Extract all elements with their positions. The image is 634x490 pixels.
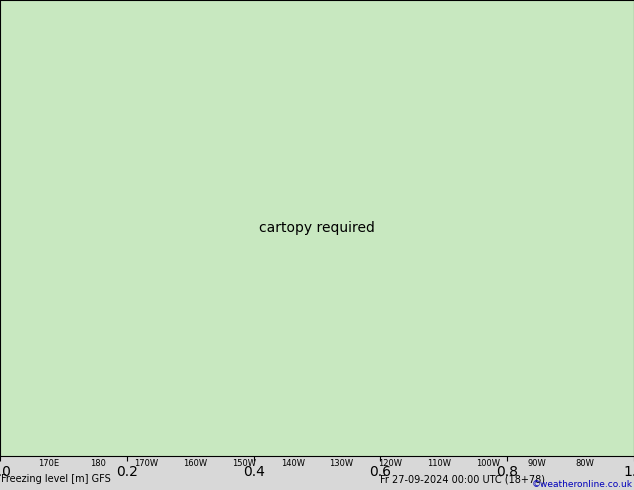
Text: 140W: 140W	[281, 459, 304, 467]
Text: 90W: 90W	[527, 459, 546, 467]
Text: 170W: 170W	[134, 459, 158, 467]
Text: 130W: 130W	[329, 459, 353, 467]
Text: 160W: 160W	[183, 459, 207, 467]
Text: 180: 180	[89, 459, 105, 467]
Text: 100W: 100W	[476, 459, 500, 467]
Text: 110W: 110W	[427, 459, 451, 467]
Text: Freezing level [m] GFS: Freezing level [m] GFS	[1, 474, 111, 484]
Text: 120W: 120W	[378, 459, 402, 467]
Text: Fr 27-09-2024 00:00 UTC (18+78): Fr 27-09-2024 00:00 UTC (18+78)	[380, 474, 545, 484]
Text: ©weatheronline.co.uk: ©weatheronline.co.uk	[532, 480, 633, 489]
Text: 80W: 80W	[576, 459, 595, 467]
Text: 150W: 150W	[232, 459, 256, 467]
Text: cartopy required: cartopy required	[259, 221, 375, 235]
Text: 170E: 170E	[38, 459, 60, 467]
